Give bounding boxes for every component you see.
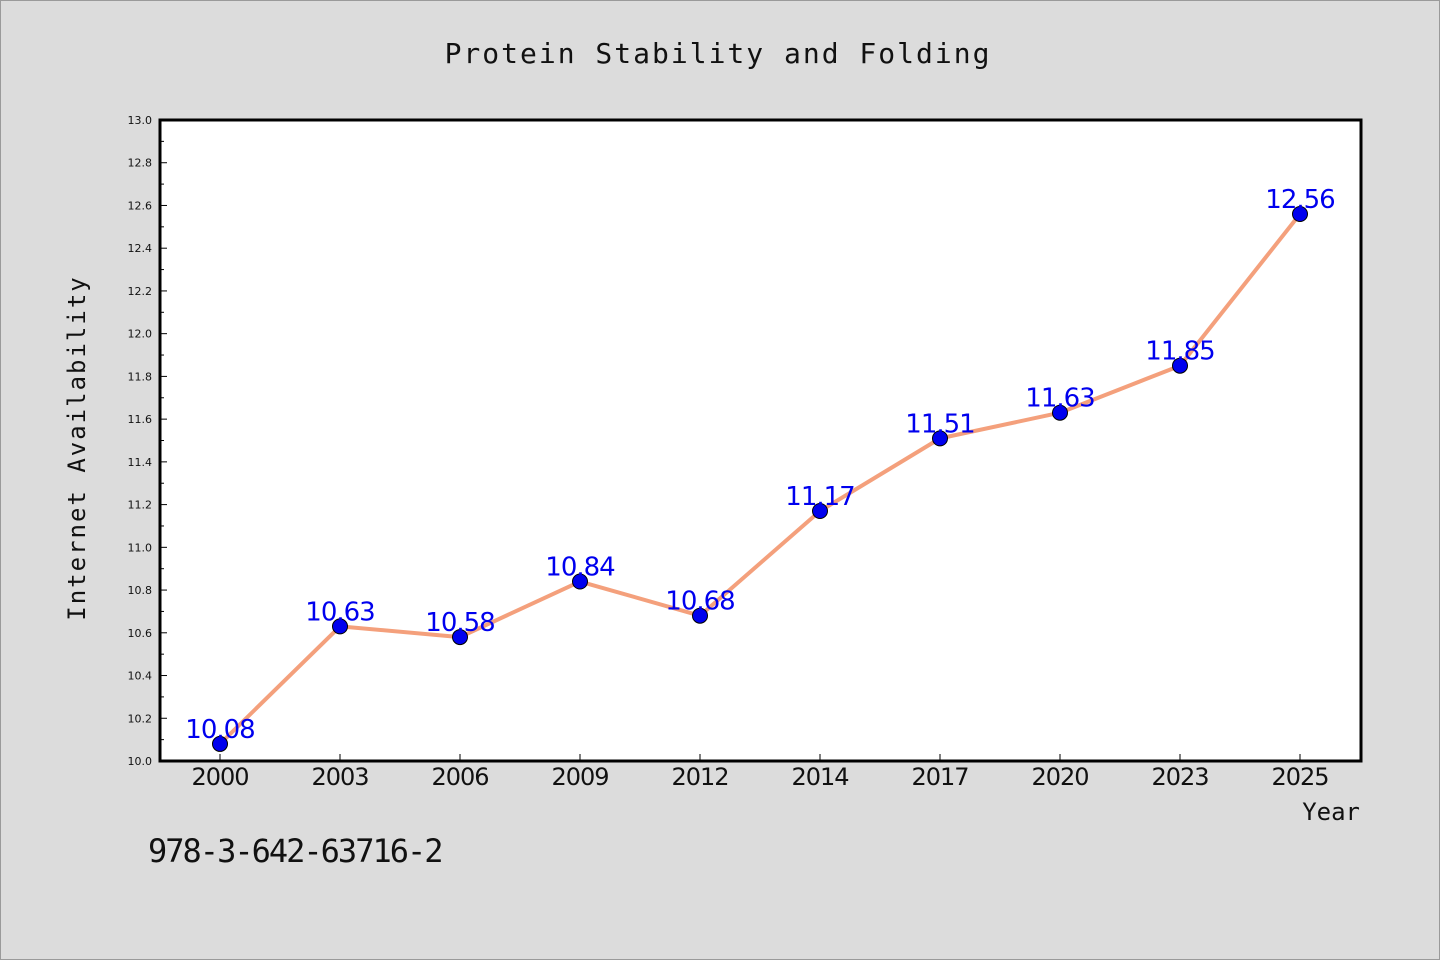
data-label: 10.84 — [545, 553, 615, 583]
x-tick-label: 2025 — [1271, 763, 1328, 791]
y-tick-label: 12.4 — [128, 242, 153, 255]
y-axis: 10.0 10.2 10.4 10.6 10.8 11.0 11.2 11.4 11.6 11.8… — [128, 114, 167, 768]
data-label: 11.17 — [785, 482, 854, 512]
data-point-marker — [692, 607, 708, 624]
data-point-marker — [332, 618, 348, 635]
y-tick-label: 12.8 — [128, 157, 153, 170]
x-tick-label: 2003 — [311, 763, 368, 791]
data-point-marker — [812, 503, 828, 520]
x-tick-label: 2020 — [1031, 763, 1088, 791]
x-tick-label: 2009 — [551, 763, 608, 791]
x-axis-label: Year — [1302, 798, 1360, 826]
data-label: 10.68 — [665, 587, 734, 617]
x-tick-label: 2012 — [671, 763, 728, 791]
y-tick-label: 13.0 — [128, 114, 153, 127]
isbn-text: 978-3-642-63716-2 — [148, 832, 444, 870]
data-label: 11.63 — [1025, 384, 1094, 414]
y-tick-label: 12.0 — [128, 328, 153, 341]
series-line — [218, 212, 1302, 746]
y-tick-label: 10.4 — [128, 670, 153, 683]
data-label: 10.08 — [185, 715, 254, 745]
y-tick-label: 10.0 — [128, 755, 153, 768]
data-label: 10.58 — [425, 608, 494, 638]
y-tick-label: 11.6 — [128, 413, 153, 426]
y-tick-label: 10.8 — [128, 584, 153, 597]
x-tick-label: 2006 — [431, 763, 488, 791]
y-tick-label: 11.2 — [128, 499, 153, 512]
data-label: 10.63 — [305, 597, 374, 627]
y-tick-label: 11.4 — [128, 456, 153, 469]
data-point-marker — [1052, 404, 1068, 421]
data-point-marker — [212, 735, 228, 752]
data-point-marker — [1292, 206, 1308, 223]
data-label: 12.56 — [1265, 185, 1334, 215]
y-tick-label: 10.6 — [128, 627, 153, 640]
x-tick-label: 2023 — [1151, 763, 1208, 791]
data-label: 11.85 — [1145, 337, 1214, 367]
x-tick-label: 2000 — [191, 763, 248, 791]
x-tick-label: 2017 — [911, 763, 968, 791]
plot-area — [158, 118, 1363, 763]
y-tick-label: 11.8 — [128, 370, 153, 383]
y-axis-label: Internet Availability — [63, 275, 91, 620]
data-label: 11.51 — [905, 409, 974, 439]
data-point-marker — [452, 629, 468, 646]
series-line-group: 10.08 10.63 10.58 10.84 10.68 11.17 11.51 11.63… — [185, 185, 1336, 752]
data-point-marker — [1172, 357, 1188, 374]
y-tick-label: 10.2 — [128, 712, 153, 725]
y-tick-label: 12.6 — [128, 199, 153, 212]
y-tick-label: 11.0 — [128, 541, 153, 554]
x-axis: 2000 2003 2006 2009 2012 2014 2017 2020 2023 2025 — [191, 754, 1330, 791]
y-tick-label: 12.2 — [128, 285, 153, 298]
data-point-marker — [932, 430, 948, 447]
x-tick-label: 2014 — [791, 763, 848, 791]
chart-title: Protein Stability and Folding — [445, 37, 992, 70]
data-point-marker — [572, 573, 588, 590]
